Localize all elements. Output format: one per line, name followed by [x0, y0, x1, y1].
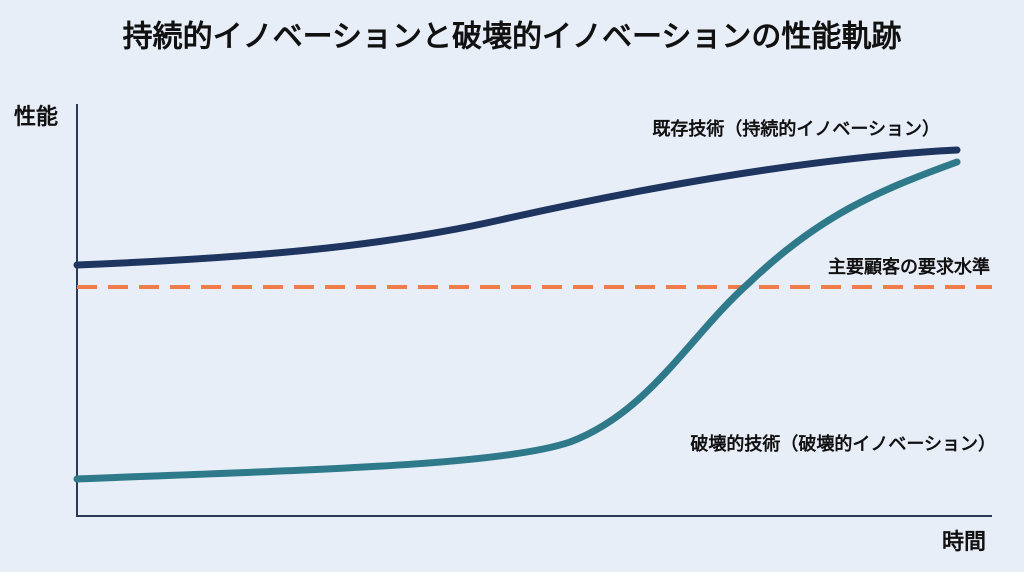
- disruptive-curve: [73, 158, 961, 483]
- sustaining-curve: [73, 146, 961, 269]
- disruptive-label: 破壊的技術（破壊的イノベーション）: [690, 433, 996, 455]
- threshold-label: 主要顧客の要求水準: [828, 256, 990, 278]
- y-axis-label: 性能: [14, 104, 58, 130]
- x-axis-label: 時間: [942, 530, 986, 555]
- sustaining-label: 既存技術（持続的イノベーション）: [652, 118, 940, 140]
- title: 持続的イノベーションと破壊的イノベーションの性能軌跡: [123, 20, 902, 55]
